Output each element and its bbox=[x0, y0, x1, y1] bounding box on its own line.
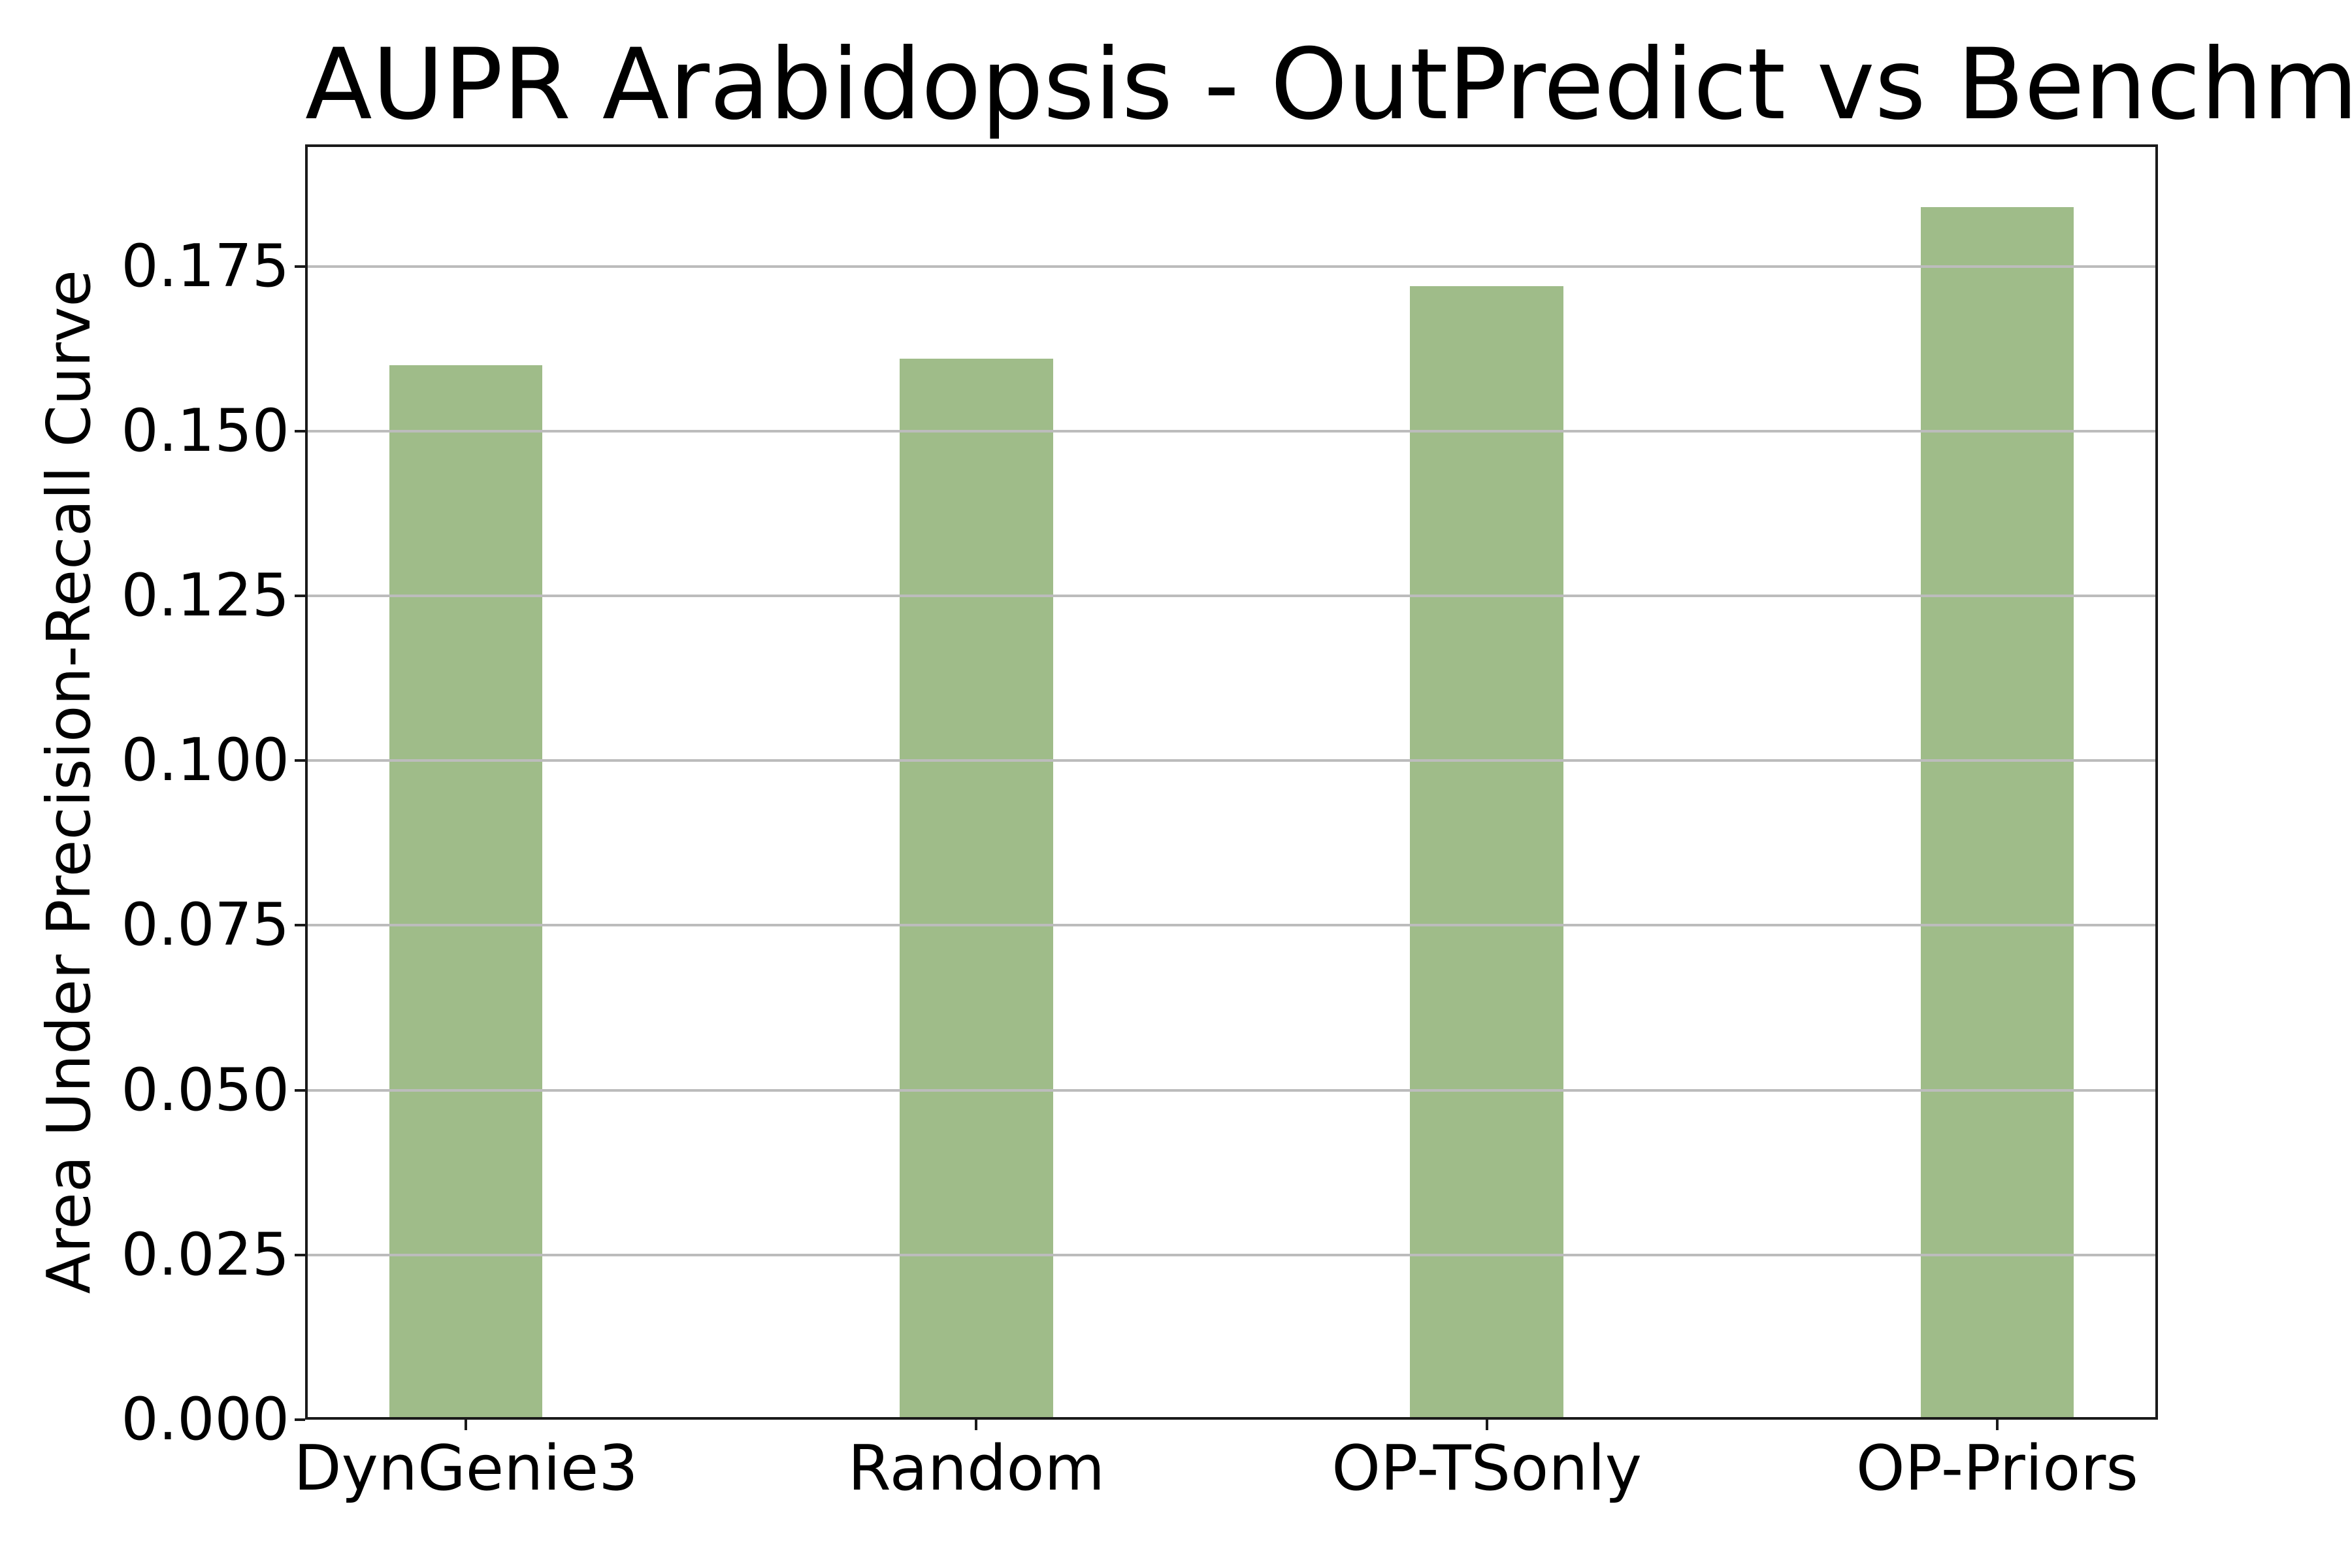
y-tick-label: 0.125 bbox=[121, 561, 289, 630]
y-tick-label: 0.050 bbox=[121, 1055, 289, 1124]
y-tick-mark bbox=[295, 759, 305, 762]
y-tick-label: 0.150 bbox=[121, 396, 289, 465]
y-tick-label: 0.025 bbox=[121, 1220, 289, 1289]
gridline bbox=[305, 1088, 2158, 1092]
y-tick-mark bbox=[295, 429, 305, 433]
x-tick-mark bbox=[1995, 1420, 1999, 1430]
y-tick-mark bbox=[295, 595, 305, 598]
y-tick-label: 0.100 bbox=[121, 726, 289, 795]
gridline bbox=[305, 924, 2158, 927]
bar-op-tsonly bbox=[1410, 286, 1563, 1420]
bar-random bbox=[900, 358, 1053, 1420]
plot-area bbox=[305, 144, 2158, 1420]
gridline bbox=[305, 759, 2158, 762]
y-tick-mark bbox=[295, 1253, 305, 1256]
y-tick-label: 0.175 bbox=[121, 231, 289, 301]
chart-title: AUPR Arabidopsis - OutPredict vs Benchma… bbox=[305, 28, 2352, 142]
y-tick-label: 0.075 bbox=[121, 890, 289, 960]
bar-dyngenie3 bbox=[389, 365, 543, 1420]
y-tick-mark bbox=[295, 1088, 305, 1092]
x-tick-mark bbox=[975, 1420, 978, 1430]
bar-op-priors bbox=[1920, 206, 2074, 1420]
gridline bbox=[305, 1253, 2158, 1256]
x-tick-label: OP-Priors bbox=[1855, 1433, 2138, 1505]
y-tick-mark bbox=[295, 1418, 305, 1421]
y-tick-mark bbox=[295, 924, 305, 927]
x-tick-label: Random bbox=[847, 1433, 1105, 1505]
gridline bbox=[305, 595, 2158, 598]
x-tick-label: OP-TSonly bbox=[1331, 1433, 1642, 1505]
gridline bbox=[305, 265, 2158, 268]
x-tick-mark bbox=[465, 1420, 468, 1430]
x-tick-mark bbox=[1485, 1420, 1488, 1430]
y-tick-label: 0.000 bbox=[121, 1385, 289, 1454]
x-tick-label: DynGenie3 bbox=[293, 1433, 638, 1505]
y-tick-mark bbox=[295, 265, 305, 268]
gridline bbox=[305, 429, 2158, 433]
